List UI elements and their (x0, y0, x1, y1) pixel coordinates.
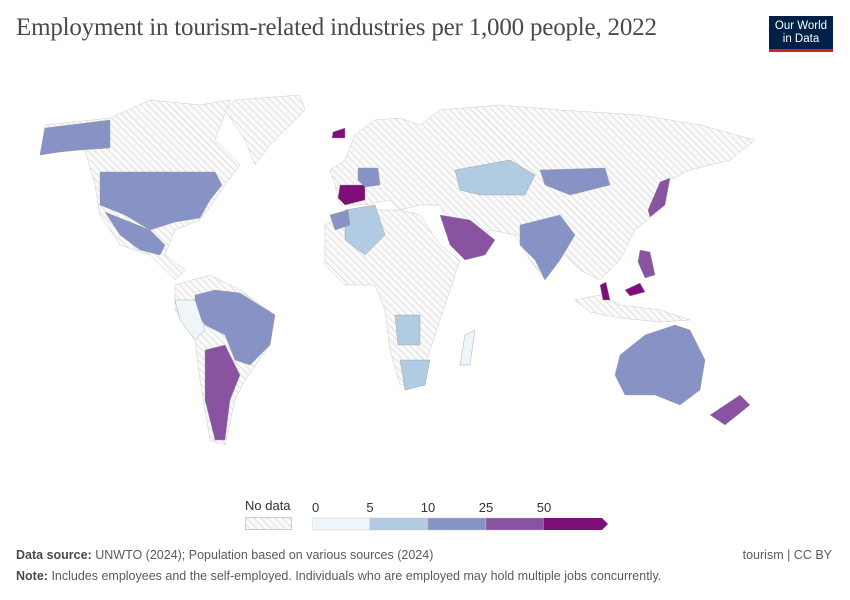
country-angola[interactable] (394, 314, 421, 346)
world-map[interactable] (0, 60, 850, 490)
legend-bin-2[interactable] (427, 517, 487, 531)
country-france[interactable] (357, 167, 381, 188)
legend-tick: 0 (312, 500, 319, 515)
legend-bin-1[interactable] (369, 517, 429, 531)
legend-no-data-swatch (245, 517, 292, 530)
country-new-zealand[interactable] (709, 394, 751, 426)
country-iceland[interactable] (331, 127, 346, 139)
legend-tick: 50 (537, 500, 551, 515)
legend-color-scale: 0 5 10 25 50 (311, 498, 612, 537)
legend-tick: 5 (366, 500, 373, 515)
africa (324, 209, 461, 386)
legend-bin-4[interactable] (544, 518, 608, 530)
country-spain[interactable] (337, 184, 366, 206)
country-india[interactable] (519, 214, 576, 281)
country-united-states[interactable] (39, 119, 223, 231)
country-morocco[interactable] (329, 209, 351, 231)
data-source: Data source: UNWTO (2024); Population ba… (16, 548, 433, 562)
source-label: Data source: (16, 548, 92, 562)
country-mongolia[interactable] (539, 167, 611, 196)
note-label: Note: (16, 569, 48, 583)
country-malaysia[interactable] (599, 281, 646, 301)
license[interactable]: tourism | CC BY (742, 548, 832, 562)
note: Note: Includes employees and the self-em… (16, 569, 661, 583)
legend-bin-0[interactable] (311, 517, 371, 531)
legend-bin-3[interactable] (485, 517, 545, 531)
legend-no-data: No data (245, 498, 293, 534)
note-text: Includes employees and the self-employed… (51, 569, 662, 583)
greenland (224, 94, 306, 166)
legend-no-data-label: No data (245, 498, 291, 513)
country-mexico[interactable] (104, 211, 166, 256)
country-saudi-arabia[interactable] (439, 214, 496, 261)
country-philippines[interactable] (637, 249, 656, 279)
country-argentina[interactable] (204, 344, 241, 441)
country-south-africa[interactable] (399, 359, 431, 391)
source-text[interactable]: UNWTO (2024); Population based on variou… (95, 548, 434, 562)
eurasia (329, 104, 756, 281)
legend-tick: 10 (421, 500, 435, 515)
country-australia[interactable] (614, 324, 706, 406)
country-kazakhstan[interactable] (454, 159, 536, 196)
country-peru[interactable] (174, 299, 206, 341)
chart-title: Employment in tourism-related industries… (16, 14, 657, 41)
country-algeria[interactable] (344, 204, 386, 256)
owid-logo[interactable]: Our World in Data (769, 16, 833, 52)
country-madagascar[interactable] (459, 329, 476, 366)
indonesia (574, 294, 691, 323)
country-japan[interactable] (647, 177, 671, 218)
legend-tick: 25 (479, 500, 493, 515)
